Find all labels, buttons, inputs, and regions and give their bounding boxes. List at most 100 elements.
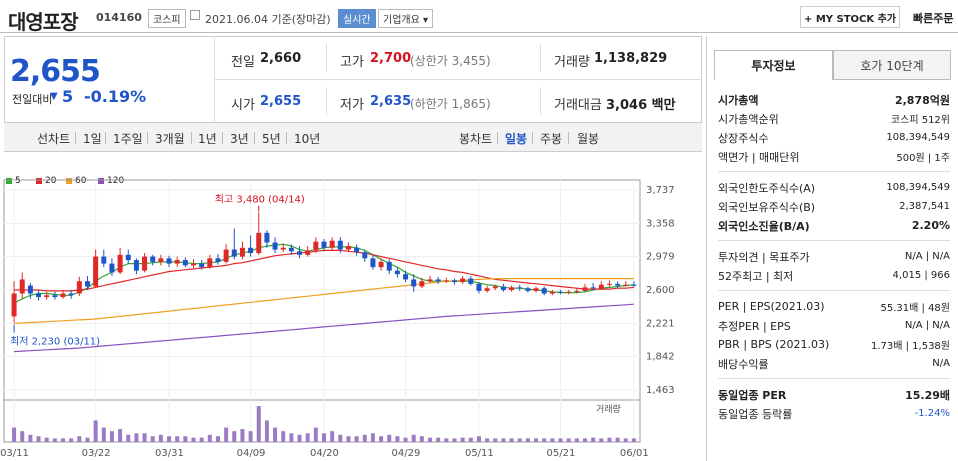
- calendar-icon: [190, 10, 200, 20]
- date-text: 2021.06.04 기준(장마감): [205, 13, 331, 26]
- period-1d[interactable]: 1일: [83, 132, 102, 146]
- candle-body: [280, 247, 286, 250]
- candle-body: [394, 270, 400, 275]
- ma120-line: [14, 303, 634, 353]
- candle-body: [354, 247, 360, 253]
- volume-bar: [167, 436, 172, 442]
- candle-body: [93, 256, 99, 287]
- x-tick-label: 03/11: [0, 448, 29, 459]
- volume-bar: [558, 438, 563, 442]
- volume-bar: [525, 438, 530, 442]
- mystock-add-button[interactable]: + MY STOCK 추가: [800, 6, 900, 28]
- volume-bar: [215, 436, 220, 442]
- volume-bar: [183, 436, 188, 442]
- quick-order-button[interactable]: 빠른주문: [913, 12, 954, 25]
- period-3y[interactable]: 3년: [230, 132, 249, 146]
- period-monthly[interactable]: 월봉: [577, 132, 600, 146]
- invest-row-value: 2,878억원: [894, 93, 950, 107]
- invest-row-value: N/A | N/A: [904, 251, 950, 262]
- open-value: 2,655: [260, 94, 302, 109]
- invest-row: 외국인소진율(B/A) 2.20%: [718, 216, 950, 235]
- period-1y[interactable]: 1년: [198, 132, 217, 146]
- volume-bar: [61, 438, 66, 442]
- open-label: 시가: [231, 98, 255, 113]
- invest-row-label: 시가총액: [718, 93, 759, 107]
- candle-body: [345, 246, 351, 250]
- period-tabs-bar: [4, 122, 702, 152]
- volume-bar: [395, 436, 400, 442]
- volume-bar: [517, 438, 522, 442]
- period-weekly[interactable]: 주봉: [540, 132, 563, 146]
- divider: [75, 132, 76, 144]
- invest-row-label: 52주최고 | 최저: [718, 269, 794, 283]
- invest-row: 외국인보유주식수(B) 2,387,541: [718, 197, 950, 216]
- invest-row-label: 외국인보유주식수(B): [718, 200, 816, 214]
- x-tick-label: 03/22: [82, 448, 111, 459]
- period-1w[interactable]: 1주일: [113, 132, 143, 146]
- low-label: 저가: [340, 98, 364, 113]
- y-tick-label: 2,221: [646, 318, 675, 329]
- candle-body: [191, 263, 197, 266]
- prev-value: 2,660: [260, 51, 302, 66]
- divider: [254, 132, 255, 144]
- volume-bar: [370, 433, 375, 442]
- invest-row-label: 추정PER | EPS: [718, 319, 791, 333]
- legend-label: 60: [75, 176, 87, 186]
- low-value: 2,635: [370, 94, 412, 109]
- chevron-down-icon: ▾: [423, 15, 429, 26]
- candle-body: [541, 288, 547, 294]
- period-10y[interactable]: 10년: [294, 132, 321, 146]
- candle-body: [468, 278, 474, 284]
- divider: [497, 132, 498, 144]
- candle-body: [109, 263, 115, 273]
- candle-body: [403, 274, 409, 280]
- volume-label: 거래량: [554, 55, 590, 70]
- invest-row: PER | EPS(2021.03) 55.31배 | 48원: [718, 297, 950, 316]
- volume-bar: [305, 433, 310, 442]
- mystock-label: + MY STOCK 추가: [803, 13, 897, 25]
- candle-body: [427, 279, 433, 282]
- volume-bar: [354, 436, 359, 442]
- candle-body: [574, 290, 580, 292]
- tab-invest-info[interactable]: 투자정보: [714, 50, 833, 80]
- period-3m[interactable]: 3개월: [155, 132, 185, 146]
- divider: [222, 132, 223, 144]
- candle-body: [598, 284, 604, 289]
- legend-swatch: [36, 178, 42, 184]
- realtime-tag[interactable]: 실시간: [338, 9, 376, 28]
- x-tick-label: 05/21: [547, 448, 576, 459]
- volume-bar: [346, 436, 351, 442]
- ma60-line: [14, 277, 634, 324]
- company-info-label: 기업개요: [383, 15, 420, 26]
- invest-row-label: 액면가 | 매매단위: [718, 150, 800, 164]
- invest-row-value: 108,394,549: [886, 132, 950, 143]
- lower-limit: (하한가 1,865): [410, 97, 491, 111]
- legend-swatch: [66, 178, 72, 184]
- candle-body: [84, 281, 90, 287]
- volume-bar: [224, 427, 229, 442]
- x-tick-label: 04/29: [392, 448, 421, 459]
- volume-bar: [118, 429, 123, 442]
- company-info-dropdown[interactable]: 기업개요 ▾: [378, 9, 434, 28]
- volume-bar: [191, 437, 196, 442]
- market-tag[interactable]: 코스피: [148, 9, 186, 28]
- invest-panel: [706, 36, 958, 461]
- period-5y[interactable]: 5년: [262, 132, 281, 146]
- change-value: 5: [62, 87, 74, 106]
- candle-body: [288, 247, 294, 252]
- change-pct: -0.19%: [84, 87, 147, 106]
- divider: [540, 44, 541, 72]
- candle-body: [337, 240, 343, 250]
- x-tick-label: 04/20: [310, 448, 339, 459]
- volume-bar: [142, 433, 147, 442]
- volume-bar: [411, 434, 416, 442]
- volume-bar: [175, 436, 180, 442]
- candle-body: [101, 256, 107, 264]
- period-daily[interactable]: 일봉: [505, 132, 528, 146]
- amount-label: 거래대금: [554, 98, 602, 113]
- candle-body: [533, 288, 539, 291]
- price-chart[interactable]: 3,737 3,358 2,979 2,600 2,221 1,842 1,463 03/11…: [0, 160, 702, 461]
- tab-orderbook[interactable]: 호가 10단계: [833, 50, 951, 80]
- volume-bar: [322, 433, 326, 442]
- invest-row-label: 동일업종 등락률: [718, 407, 793, 421]
